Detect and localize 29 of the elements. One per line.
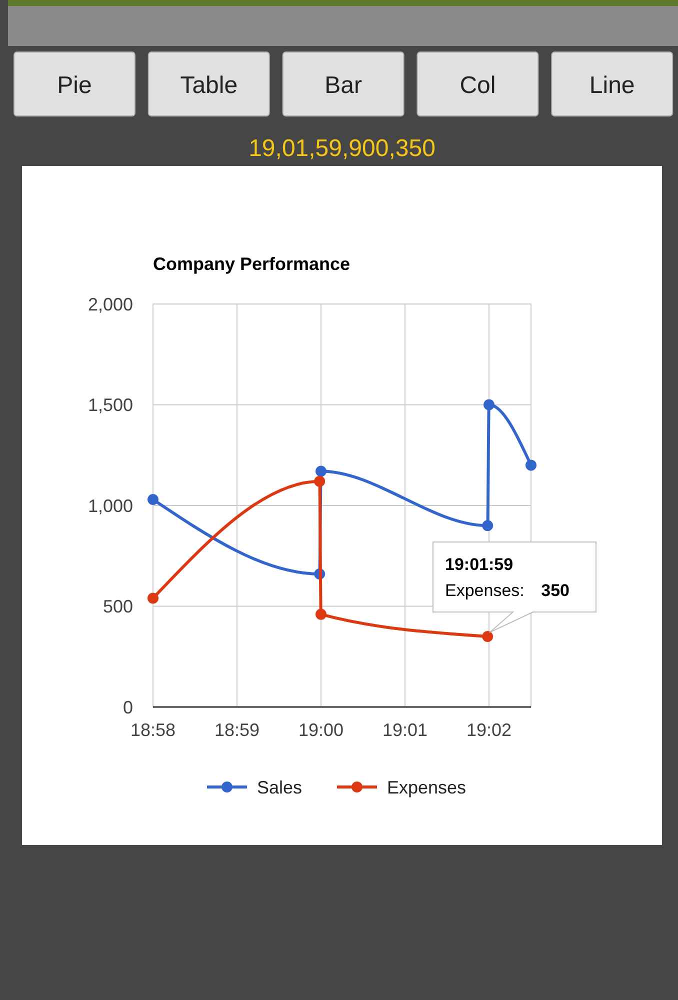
point (482, 630, 494, 642)
point (483, 399, 494, 410)
x-tick-label: 18:58 (130, 720, 176, 740)
text: 19,01,59,900,350 (248, 135, 436, 162)
legend-label: Sales (257, 777, 302, 798)
text: Table (180, 72, 238, 99)
y-tick-label: 500 (102, 596, 133, 617)
text: Line (589, 72, 635, 99)
x-tick-label: 18:59 (214, 720, 260, 740)
annotation: 19:01:59 Expenses: 350 (445, 555, 570, 600)
y-tick-label: 0 (122, 697, 133, 718)
point (526, 460, 536, 471)
point (316, 466, 326, 477)
text: Col (460, 72, 496, 99)
point (148, 494, 158, 505)
chart-title: Company Performance (153, 254, 350, 274)
x-tick-label: 19:02 (466, 720, 512, 740)
x-tick-label: 19:01 (382, 720, 428, 740)
y-tick-label: 1,000 (88, 496, 133, 516)
y-tick-label: 2,000 (88, 294, 133, 314)
y-tick-label: 1,500 (88, 395, 133, 416)
legend-label: Expenses (387, 777, 466, 798)
text: Bar (324, 72, 362, 99)
point (148, 592, 158, 604)
point (316, 608, 326, 620)
point (482, 520, 494, 532)
text: Pie (57, 72, 92, 99)
point (314, 476, 326, 487)
x-tick-label: 19:00 (298, 720, 344, 740)
